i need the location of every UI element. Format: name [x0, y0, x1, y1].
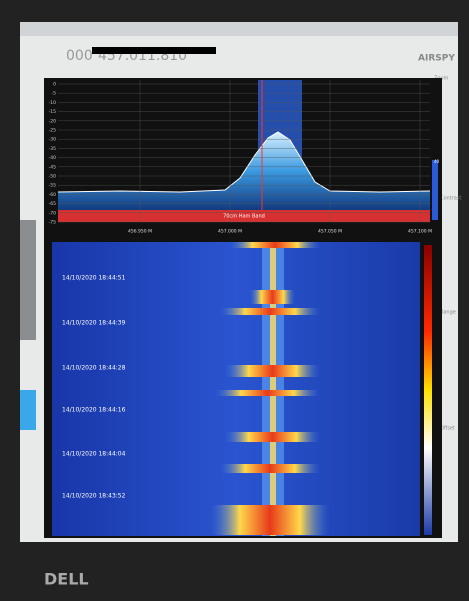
title-bar	[20, 22, 458, 36]
timestamp: 14/10/2020 18:44:16	[62, 407, 126, 414]
y-axis-label: -65	[49, 201, 56, 207]
level-bar	[432, 160, 438, 220]
side-label: Range	[440, 310, 456, 316]
y-axis-label: -75	[49, 220, 56, 226]
y-axis-label: -35	[49, 146, 56, 152]
x-axis-label: 457.000 M	[218, 229, 242, 235]
color-scale	[424, 245, 432, 535]
y-axis-label: -55	[49, 183, 56, 189]
band-label: 70cm Ham Band	[223, 214, 265, 220]
y-axis-label: -50	[49, 174, 56, 180]
timestamp: 14/10/2020 18:44:04	[62, 451, 126, 458]
burst	[225, 432, 320, 442]
side-label: Contrast	[440, 196, 461, 202]
timestamp: 14/10/2020 18:44:51	[62, 275, 126, 282]
timestamp: 14/10/2020 18:44:39	[62, 320, 126, 327]
y-axis-label: -25	[49, 128, 56, 134]
burst	[230, 242, 320, 248]
y-axis-label: -15	[49, 109, 56, 115]
logo: AIRSPY	[418, 54, 455, 64]
x-axis-label: 456.950 M	[128, 229, 152, 235]
redaction	[92, 47, 216, 54]
burst	[220, 464, 320, 473]
y-axis-label: -5	[52, 91, 57, 97]
frequency-prefix: 000	[66, 48, 93, 64]
x-axis-label: 457.100 M	[408, 229, 432, 235]
x-axis-label: 457.050 M	[318, 229, 342, 235]
y-axis-label: -30	[49, 137, 56, 143]
timestamp: 14/10/2020 18:43:52	[62, 493, 126, 500]
burst	[250, 290, 295, 304]
side-button[interactable]	[20, 390, 36, 430]
scale-max: 40	[434, 159, 440, 164]
timestamp: 14/10/2020 18:44:28	[62, 365, 126, 372]
signal-core	[270, 242, 276, 536]
burst	[220, 308, 320, 315]
y-axis-label: -20	[49, 118, 56, 124]
y-axis-label: -45	[49, 164, 56, 170]
brand: DELL	[44, 570, 89, 589]
y-axis-label: 0	[53, 82, 56, 88]
burst	[210, 505, 330, 535]
y-axis-label: -10	[49, 100, 56, 106]
side-panel	[20, 220, 36, 340]
y-axis-label: -70	[49, 210, 56, 216]
photo: 000 457.011.810 AIRSPY Zoom Contrast Ran…	[0, 0, 469, 601]
side-label: Offset	[440, 426, 455, 432]
burst	[215, 390, 320, 396]
burst	[225, 365, 320, 377]
y-axis-label: -60	[49, 192, 56, 198]
y-axis-label: -40	[49, 155, 56, 161]
